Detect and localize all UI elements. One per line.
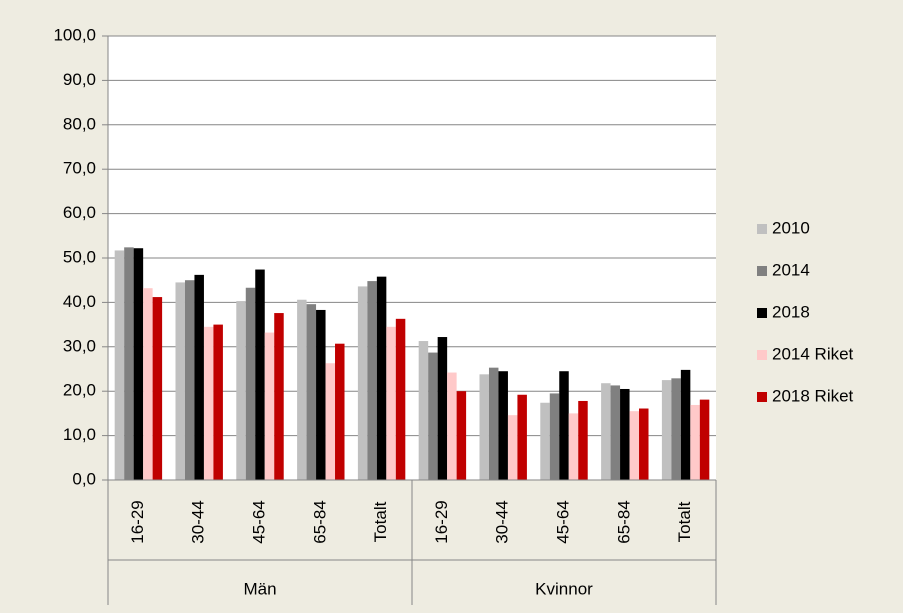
bar bbox=[194, 274, 204, 480]
bar bbox=[498, 371, 508, 480]
legend-swatch bbox=[757, 392, 767, 402]
x-tick-label: 16-29 bbox=[128, 500, 147, 543]
bar bbox=[488, 367, 499, 480]
bar bbox=[395, 318, 406, 480]
bar bbox=[517, 394, 527, 480]
group-label: Kvinnor bbox=[535, 579, 593, 598]
bar bbox=[335, 343, 345, 480]
bar bbox=[386, 326, 396, 480]
bar bbox=[671, 378, 681, 480]
legend-label: 2018 Riket bbox=[772, 386, 854, 405]
bar bbox=[690, 404, 700, 480]
y-tick-label: 30,0 bbox=[63, 336, 96, 355]
bar bbox=[456, 391, 467, 480]
bar bbox=[124, 247, 134, 480]
bar bbox=[559, 371, 569, 480]
x-tick-label: 45-64 bbox=[553, 500, 572, 543]
bar bbox=[152, 297, 163, 480]
bar bbox=[418, 341, 429, 480]
bar bbox=[255, 269, 265, 480]
y-tick-label: 40,0 bbox=[63, 292, 96, 311]
bar bbox=[203, 326, 214, 480]
bar bbox=[601, 383, 611, 480]
y-tick-label: 80,0 bbox=[63, 114, 96, 133]
bar bbox=[437, 337, 448, 480]
legend-swatch bbox=[757, 308, 767, 318]
legend-label: 2014 Riket bbox=[772, 344, 854, 363]
x-tick-label: 30-44 bbox=[493, 500, 512, 543]
x-tick-label: Totalt bbox=[371, 501, 390, 542]
legend-swatch bbox=[757, 224, 767, 234]
bar bbox=[325, 363, 336, 480]
bar bbox=[184, 280, 195, 480]
bar bbox=[306, 304, 317, 480]
x-tick-label: 65-84 bbox=[310, 500, 329, 543]
group-label: Män bbox=[243, 579, 276, 598]
bar bbox=[428, 352, 438, 480]
bar bbox=[297, 299, 307, 480]
x-tick-label: Totalt bbox=[675, 501, 694, 542]
bar bbox=[661, 380, 672, 480]
bar bbox=[680, 369, 691, 480]
bar bbox=[274, 313, 284, 480]
y-tick-label: 20,0 bbox=[63, 381, 96, 400]
legend-swatch bbox=[757, 350, 767, 360]
bar bbox=[639, 408, 649, 480]
bar bbox=[507, 415, 518, 480]
y-tick-label: 10,0 bbox=[63, 425, 96, 444]
x-tick-label: 65-84 bbox=[614, 500, 633, 543]
bar bbox=[376, 276, 387, 480]
bar bbox=[316, 309, 326, 480]
bar bbox=[245, 287, 256, 480]
bar bbox=[447, 372, 457, 480]
y-tick-label: 70,0 bbox=[63, 159, 96, 178]
bar bbox=[357, 286, 368, 480]
bar bbox=[264, 332, 275, 480]
y-tick-label: 100,0 bbox=[53, 25, 96, 44]
bar bbox=[540, 402, 550, 480]
bar bbox=[568, 413, 579, 480]
x-tick-label: 45-64 bbox=[249, 500, 268, 543]
legend-label: 2014 bbox=[772, 260, 810, 279]
bar bbox=[549, 393, 560, 480]
bar bbox=[367, 281, 377, 480]
bar bbox=[699, 399, 710, 480]
bar bbox=[620, 388, 630, 480]
bar bbox=[143, 288, 153, 480]
legend-label: 2018 bbox=[772, 302, 810, 321]
bar bbox=[114, 250, 125, 480]
bar bbox=[175, 282, 185, 480]
bar bbox=[479, 374, 489, 480]
bar bbox=[213, 324, 223, 480]
x-tick-label: 16-29 bbox=[432, 500, 451, 543]
bar bbox=[629, 411, 640, 480]
y-tick-label: 60,0 bbox=[63, 203, 96, 222]
bar bbox=[133, 248, 144, 480]
y-tick-label: 0,0 bbox=[72, 469, 96, 488]
legend-swatch bbox=[757, 266, 767, 276]
y-tick-label: 50,0 bbox=[63, 247, 96, 266]
x-tick-label: 30-44 bbox=[189, 500, 208, 543]
bar bbox=[236, 301, 246, 480]
y-tick-label: 90,0 bbox=[63, 70, 96, 89]
bar bbox=[578, 400, 588, 480]
bar bbox=[610, 385, 621, 480]
legend-label: 2010 bbox=[772, 218, 810, 237]
